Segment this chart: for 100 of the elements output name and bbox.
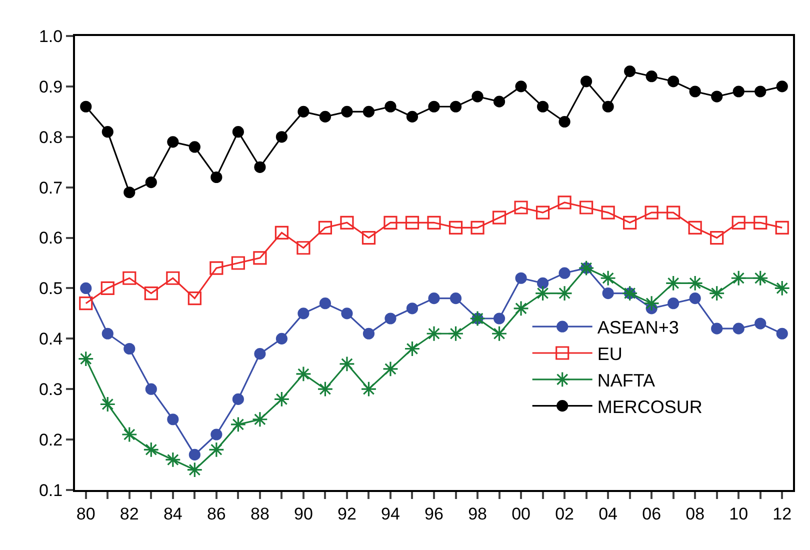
point: [514, 200, 528, 214]
point: [362, 106, 375, 118]
x-tick-label: 88: [250, 504, 270, 524]
point: [472, 90, 484, 102]
point: [210, 171, 222, 184]
point: [600, 270, 616, 286]
y-tick-label: 0.4: [38, 330, 63, 349]
y-tick-label: 0.5: [38, 279, 63, 298]
x-tick-label: 94: [381, 504, 400, 524]
point: [296, 241, 310, 255]
point: [752, 270, 768, 286]
point: [580, 200, 594, 214]
x-tick-label: 10: [729, 504, 748, 524]
y-tick-label: 0.6: [38, 228, 63, 248]
point: [754, 216, 768, 230]
point: [208, 442, 224, 458]
point: [382, 360, 398, 377]
point: [274, 226, 288, 240]
point: [448, 220, 463, 234]
point: [210, 261, 224, 275]
point: [492, 210, 506, 224]
point: [124, 186, 136, 198]
x-tick-label: 08: [686, 504, 705, 524]
point: [644, 295, 660, 312]
x-tick-label: 84: [163, 504, 182, 524]
point: [448, 326, 464, 342]
x-tick-label: 86: [206, 504, 226, 524]
point: [318, 220, 332, 234]
point: [145, 176, 157, 188]
point: [428, 292, 440, 304]
point: [298, 106, 310, 118]
y-tick-label: 0.7: [38, 178, 63, 198]
point: [404, 340, 420, 357]
point: [100, 281, 114, 296]
point: [254, 161, 266, 173]
x-tick-label: 02: [555, 504, 574, 524]
point: [80, 282, 92, 294]
point: [186, 462, 203, 478]
point: [274, 391, 290, 408]
point: [426, 326, 442, 342]
point: [276, 332, 288, 344]
point: [231, 256, 245, 270]
point: [362, 328, 375, 340]
point: [536, 100, 549, 112]
point: [428, 100, 440, 112]
point: [732, 216, 746, 230]
point: [188, 141, 200, 153]
point: [167, 136, 179, 148]
point: [295, 366, 312, 382]
point: [491, 326, 508, 342]
point: [341, 106, 353, 118]
point: [319, 110, 332, 123]
point: [515, 272, 527, 284]
y-tick-label: 1.0: [38, 26, 63, 46]
point: [732, 322, 744, 334]
point: [732, 86, 744, 98]
point: [384, 100, 396, 112]
point: [536, 277, 549, 289]
point: [515, 80, 527, 92]
x-tick-label: 82: [120, 504, 139, 524]
point: [558, 267, 570, 279]
legend-label: ASEAN+3: [597, 318, 679, 338]
y-tick-label: 0.3: [38, 380, 63, 400]
point: [513, 300, 530, 316]
point: [145, 383, 157, 395]
point: [230, 416, 246, 432]
point: [78, 350, 94, 367]
legend-label: EU: [597, 344, 622, 364]
point: [668, 298, 680, 310]
point: [102, 126, 114, 138]
point: [298, 308, 310, 320]
point: [102, 328, 114, 340]
point: [360, 381, 377, 398]
x-tick-label: 06: [642, 504, 662, 524]
point: [711, 322, 723, 334]
point: [232, 126, 244, 138]
point: [362, 230, 376, 245]
point: [80, 100, 92, 112]
x-tick-label: 90: [294, 504, 313, 524]
point: [624, 66, 636, 78]
x-tick-label: 80: [76, 504, 96, 524]
point: [252, 411, 268, 428]
point: [406, 110, 418, 123]
point: [450, 292, 462, 304]
point: [124, 342, 136, 355]
point: [776, 328, 788, 340]
point: [730, 270, 747, 286]
point: [188, 448, 200, 460]
point: [470, 220, 484, 234]
point: [689, 86, 701, 98]
point: [601, 206, 615, 220]
x-tick-label: 92: [338, 504, 356, 524]
point: [144, 286, 158, 300]
point: [338, 356, 355, 372]
point: [754, 86, 766, 98]
point: [121, 426, 138, 443]
point: [276, 131, 288, 143]
x-tick-label: 00: [512, 504, 530, 524]
point: [167, 414, 179, 426]
point: [405, 216, 420, 230]
